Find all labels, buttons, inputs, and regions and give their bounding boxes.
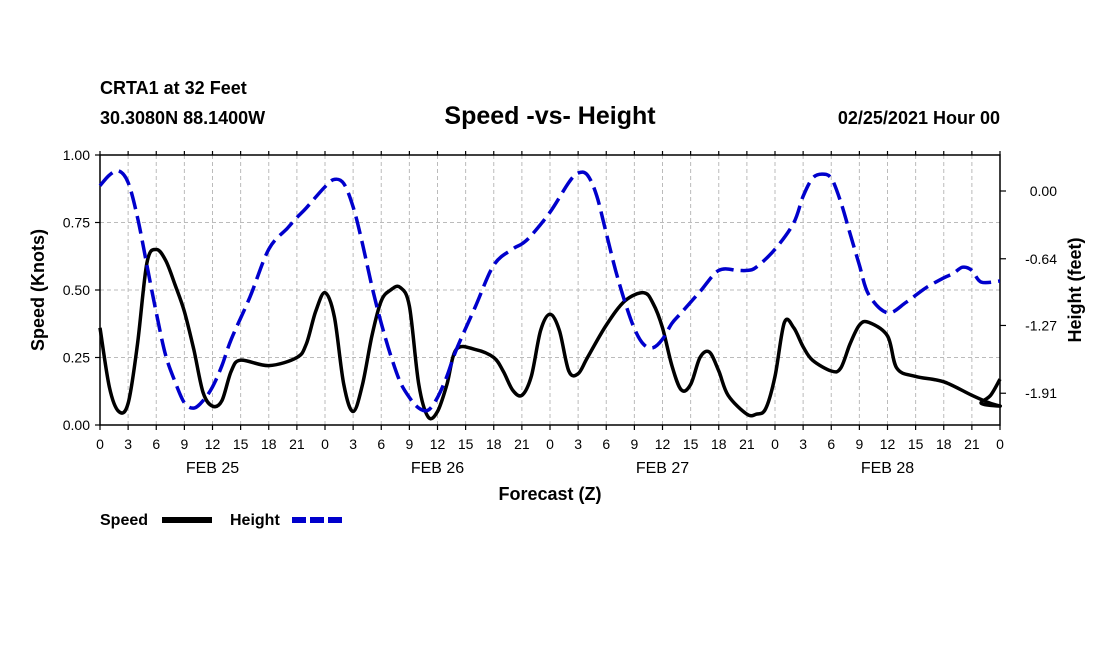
day-label: FEB 27 [636,460,689,477]
legend: Speed Height [100,512,342,529]
x-tick-label: 3 [124,436,132,452]
x-tick-label: 0 [96,436,104,452]
x-tick-label: 0 [321,436,329,452]
axes [95,151,1006,430]
x-tick-label: 15 [233,436,249,452]
x-tick-label: 9 [405,436,413,452]
day-label: FEB 25 [186,460,239,477]
coordinates-label: 30.3080N 88.1400W [100,108,265,128]
legend-height-label: Height [230,512,280,529]
x-tick-label: 18 [936,436,952,452]
x-tick-label: 6 [602,436,610,452]
y-tick-label: 1.00 [63,147,90,163]
x-tick-label: 18 [486,436,502,452]
y-tick-label: 0.75 [63,215,90,231]
y2-tick-label: -1.91 [1025,385,1057,401]
y2-tick-label: 0.00 [1030,183,1057,199]
x-tick-label: 21 [739,436,755,452]
legend-speed-label: Speed [100,512,148,529]
chart-title: Speed -vs- Height [444,102,656,130]
x-tick-label: 12 [205,436,221,452]
x-tick-label: 6 [377,436,385,452]
x-tick-label: 12 [880,436,896,452]
series-speed-line [98,247,1002,421]
x-tick-label: 6 [152,436,160,452]
y-tick-label: 0.25 [63,350,90,366]
x-tick-label: 9 [180,436,188,452]
series-height-line [98,168,1001,413]
x-tick-label: 3 [799,436,807,452]
x-tick-label: 6 [827,436,835,452]
y-tick-label: 0.50 [63,282,90,298]
x-tick-label: 15 [458,436,474,452]
y2-tick-label: -0.64 [1025,251,1057,267]
x-tick-label: 0 [546,436,554,452]
x-tick-label: 21 [289,436,305,452]
x-tick-label: 12 [655,436,671,452]
x-tick-label: 3 [574,436,582,452]
x-tick-label: 18 [261,436,277,452]
x-tick-label: 15 [908,436,924,452]
y2-axis-label: Height (feet) [1065,238,1085,343]
x-tick-label: 18 [711,436,727,452]
x-tick-label: 3 [349,436,357,452]
day-label: FEB 26 [411,460,464,477]
y2-tick-label: -1.27 [1025,317,1057,333]
x-tick-label: 21 [964,436,980,452]
grid [100,155,1000,425]
x-tick-label: 0 [996,436,1004,452]
station-label: CRTA1 at 32 Feet [100,78,247,98]
x-tick-label: 15 [683,436,699,452]
series-layer [98,168,1002,421]
forecast-datetime: 02/25/2021 Hour 00 [838,108,1000,128]
x-axis-label: Forecast (Z) [498,484,601,504]
x-tick-label: 21 [514,436,530,452]
day-label: FEB 28 [861,460,914,477]
x-tick-label: 12 [430,436,446,452]
y-axis-label: Speed (Knots) [28,229,48,351]
x-tick-label: 9 [855,436,863,452]
x-tick-label: 0 [771,436,779,452]
y-tick-label: 0.00 [63,417,90,433]
axis-labels: 0 3 6 9 12 15 18 21 0 3 6 9 12 15 18 21 0 3 6 9 12 15 18 21 0 3 6 9… [63,147,1057,477]
x-tick-label: 9 [630,436,638,452]
